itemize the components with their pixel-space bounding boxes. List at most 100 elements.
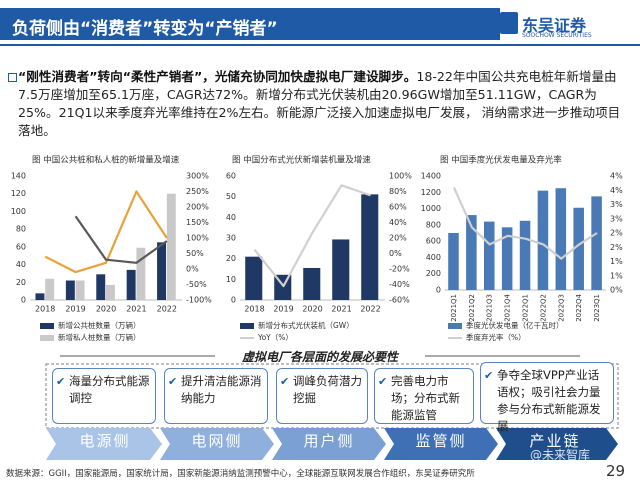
bar <box>537 190 549 290</box>
bar <box>519 220 531 290</box>
y-tick-label: 200 <box>426 269 441 278</box>
bar <box>555 188 567 290</box>
bar <box>245 256 263 300</box>
bar <box>45 278 55 300</box>
y2-tick-label: 300% <box>186 172 209 181</box>
legend-swatch <box>40 323 54 329</box>
item-box: 调峰负荷潜力挖掘 <box>276 368 368 424</box>
y2-tick-label: 100% <box>389 172 412 181</box>
line-series <box>74 215 168 264</box>
legend-label: 季度弃光率（%） <box>466 332 526 342</box>
logo-subtext: SOOCHOW SECURITIES <box>522 32 592 39</box>
x-tick-label: 2021 <box>126 305 146 314</box>
slide-title: 负荷侧由“消费者”转变为“产销者” <box>12 19 278 39</box>
y2-tick-label: 150% <box>186 218 209 227</box>
header-bar <box>0 8 500 40</box>
chevron <box>496 428 618 460</box>
y2-tick-label: -20% <box>389 265 410 274</box>
y-tick-label: 20 <box>226 254 236 263</box>
bullet <box>8 73 17 82</box>
y2-tick-label: 50% <box>186 249 204 258</box>
y2-tick-label: 3% <box>610 200 623 209</box>
bar <box>157 242 167 300</box>
x-tick-label: 2022Q2 <box>539 294 547 322</box>
y2-tick-label: 0% <box>389 249 402 258</box>
stage-label: 电网侧 <box>191 432 243 450</box>
legend-swatch <box>448 323 462 329</box>
item-box: 完善电力市场；分布式新能源监管 <box>374 368 474 424</box>
y-tick-label: 100 <box>11 207 26 216</box>
y-tick-label: 10 <box>226 275 236 284</box>
x-tick-label: 2021Q1 <box>450 294 458 322</box>
y2-tick-label: 1% <box>610 257 623 266</box>
y-tick-label: 40 <box>226 213 236 222</box>
y-tick-label: 120 <box>11 189 26 198</box>
y2-tick-label: -50% <box>186 280 207 289</box>
stage-label: 产业链 <box>529 432 581 450</box>
y-tick-label: 40 <box>16 260 26 269</box>
y2-tick-label: 0% <box>610 286 623 295</box>
chevron <box>46 428 162 460</box>
bar <box>483 221 495 290</box>
bar <box>573 207 584 290</box>
y-tick-label: 0 <box>436 286 441 295</box>
y-tick-label: 1000 <box>421 204 441 213</box>
footer-source: 数据来源：GGII，国家能源局，国家统计局，国家新能源消纳监测预警中心，全球能源… <box>6 469 475 479</box>
y-tick-label: 0 <box>21 296 26 305</box>
bar <box>332 239 350 300</box>
y2-tick-label: 4% <box>610 186 623 195</box>
y2-tick-label: 2% <box>610 229 623 238</box>
bar <box>361 194 379 300</box>
chevron <box>384 428 498 460</box>
line-series <box>253 184 371 288</box>
chart-title: 图 中国分布式光伏新增装机量及增速 <box>232 155 371 166</box>
y2-tick-label: 1% <box>610 271 623 280</box>
chevron <box>160 428 274 460</box>
y2-tick-label: -40% <box>389 280 410 289</box>
y-tick-label: 30 <box>226 234 236 243</box>
item-box: 海量分布式能源调控 <box>52 368 156 424</box>
y2-tick-label: 40% <box>389 218 407 227</box>
bar <box>96 274 106 300</box>
summary-lead: “刚性消费者”转向“柔性产销者”，光储充协同加快虚拟电厂建设脚步。 <box>18 69 417 84</box>
header-rule <box>0 44 640 46</box>
legend-label: 季度光伏发电量（亿千瓦时） <box>466 320 564 330</box>
line-series <box>44 190 168 274</box>
bar <box>448 233 459 290</box>
y-tick-label: 0 <box>231 296 236 305</box>
summary-text: 18-22年中国公共充电桩年新增量由7.5万座增加至65.1万座，CAGR达72… <box>18 69 621 138</box>
x-tick-label: 2021 <box>331 305 351 314</box>
bar <box>466 215 477 290</box>
stage-label: 监管侧 <box>415 432 467 450</box>
x-tick-label: 2018 <box>35 305 55 314</box>
x-tick-label: 2018 <box>244 305 264 314</box>
x-tick-label: 2022 <box>157 305 177 314</box>
y2-tick-label: -60% <box>389 296 410 305</box>
y2-tick-label: 20% <box>389 234 407 243</box>
y2-tick-label: 100% <box>186 234 209 243</box>
y2-tick-label: 2% <box>610 243 623 252</box>
bar <box>106 284 115 300</box>
y2-tick-label: 250% <box>186 187 209 196</box>
x-tick-label: 2022Q3 <box>557 294 565 322</box>
stage-label: 电源侧 <box>79 432 131 450</box>
y-tick-label: 1400 <box>421 172 441 181</box>
logo-text: 东吴证券 <box>522 16 587 35</box>
watermark: @未来智库 <box>530 448 591 462</box>
legend-label: 新增公共桩数量（万辆） <box>58 320 141 330</box>
chevron <box>272 428 386 460</box>
chart-title: 图 中国季度光伏发电量及弃光率 <box>440 155 562 166</box>
x-tick-label: 2022Q1 <box>522 294 530 322</box>
y2-tick-label: 3% <box>610 214 623 223</box>
y2-tick-label: 80% <box>389 187 407 196</box>
x-tick-label: 2023Q1 <box>593 294 601 322</box>
legend-label: 新增分布式光伏装机（GW） <box>258 320 354 330</box>
y-tick-label: 600 <box>426 237 441 246</box>
x-tick-label: 2020 <box>96 305 116 314</box>
bar <box>35 293 45 300</box>
bar <box>126 269 136 300</box>
y-tick-label: 140 <box>11 172 26 181</box>
bar <box>501 227 513 290</box>
